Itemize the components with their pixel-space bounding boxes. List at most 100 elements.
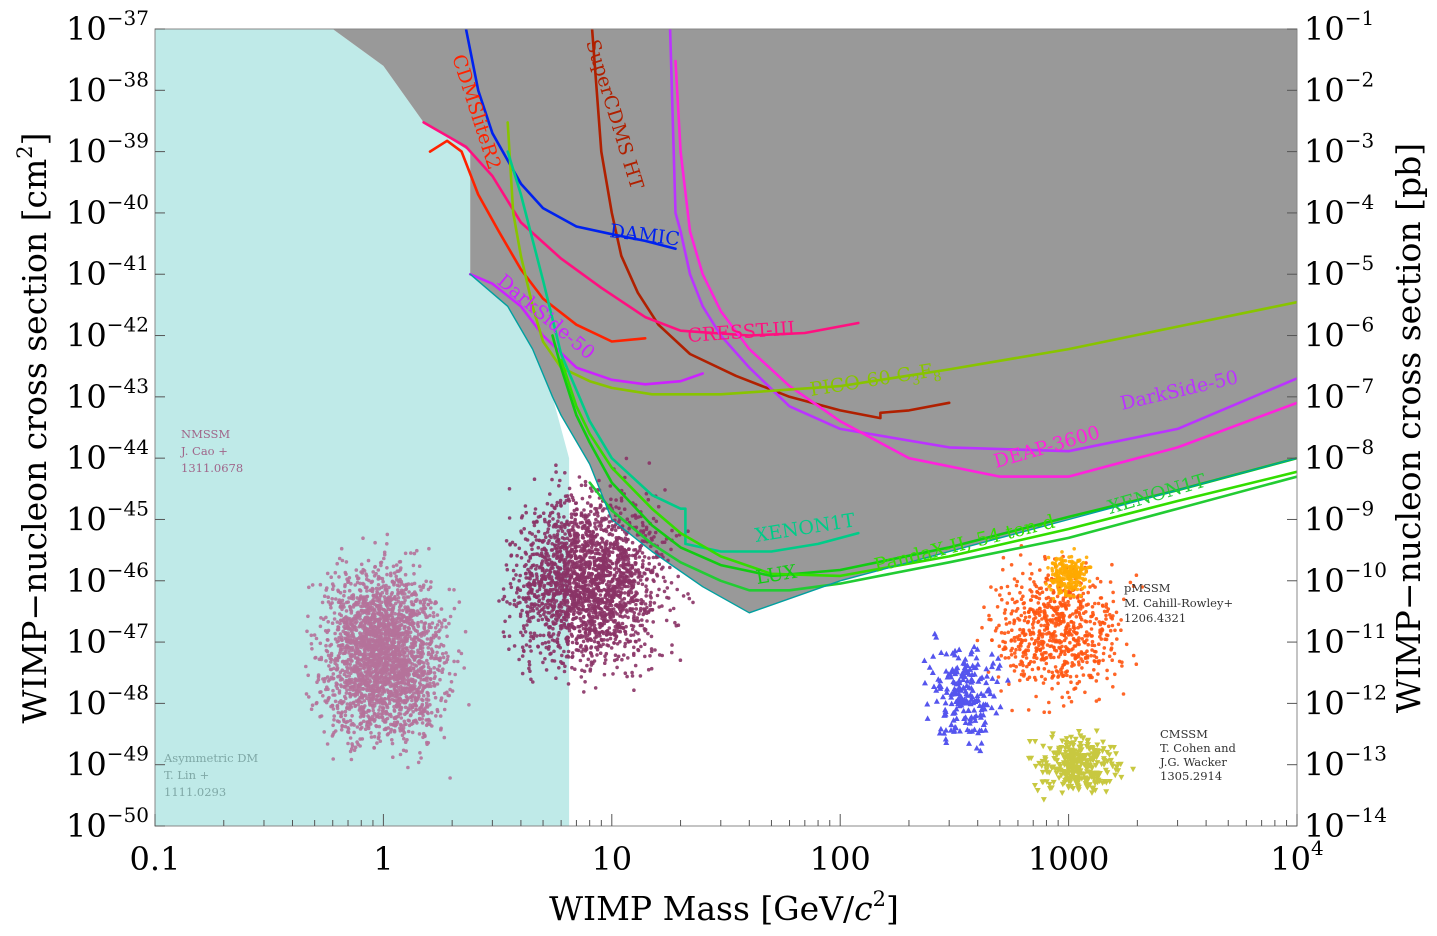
point-nmssm-heavy bbox=[504, 563, 509, 567]
point-nmssm-heavy bbox=[526, 567, 530, 572]
point-nmssm-light bbox=[383, 658, 388, 662]
point-nmssm-heavy bbox=[630, 627, 635, 632]
point-nmssm-heavy bbox=[547, 539, 551, 543]
point-nmssm-heavy bbox=[606, 619, 610, 623]
point-nmssm-light bbox=[349, 757, 354, 762]
point-nmssm-light bbox=[404, 722, 408, 726]
point-pmssm bbox=[1065, 690, 1070, 695]
point-nmssm-heavy bbox=[549, 535, 553, 540]
point-nmssm-light bbox=[392, 708, 397, 712]
point-nmssm-heavy bbox=[517, 595, 521, 599]
point-nmssm-heavy bbox=[669, 547, 673, 552]
point-nmssm-light bbox=[360, 604, 365, 609]
point-nmssm-light bbox=[340, 701, 344, 706]
point-nmssm-light bbox=[315, 680, 319, 684]
point-nmssm-heavy bbox=[525, 610, 529, 614]
point-nmssm-heavy bbox=[562, 649, 566, 654]
point-nmssm-heavy bbox=[609, 497, 613, 502]
point-nmssm-heavy bbox=[568, 532, 572, 536]
point-nmssm-light bbox=[377, 708, 381, 712]
point-nmssm-heavy bbox=[607, 553, 612, 557]
point-nmssm-heavy bbox=[528, 619, 532, 624]
point-nmssm-light bbox=[403, 664, 407, 668]
point-nmssm-light bbox=[380, 709, 385, 713]
point-nmssm-light bbox=[375, 591, 380, 595]
point-nmssm-light bbox=[425, 710, 430, 714]
point-nmssm-heavy bbox=[628, 639, 633, 644]
point-nmssm-light bbox=[366, 657, 371, 661]
point-nmssm-light bbox=[403, 605, 407, 609]
point-nmssm-light bbox=[425, 690, 430, 695]
point-nmssm-heavy bbox=[652, 601, 657, 605]
point-pmssm bbox=[1044, 650, 1048, 655]
point-nmssm-light bbox=[377, 734, 381, 739]
point-nmssm-heavy bbox=[536, 644, 540, 649]
point-nmssm-light bbox=[397, 671, 401, 675]
point-nmssm-heavy bbox=[598, 581, 602, 585]
point-nmssm-heavy bbox=[530, 543, 534, 547]
point-pmssm bbox=[1030, 637, 1034, 641]
point-nmssm-light bbox=[356, 678, 361, 683]
point-nmssm-light bbox=[321, 694, 325, 698]
point-nmssm-light bbox=[365, 688, 369, 693]
point-nmssm-light bbox=[429, 580, 433, 584]
point-nmssm-heavy bbox=[503, 619, 507, 624]
scatter-layer bbox=[304, 456, 1145, 803]
point-nmssm-light bbox=[392, 729, 397, 734]
point-nmssm-heavy bbox=[522, 584, 526, 588]
point-nmssm-light bbox=[348, 691, 352, 696]
point-nmssm-heavy bbox=[649, 634, 654, 639]
point-nmssm-heavy bbox=[638, 674, 643, 678]
point-nmssm-heavy bbox=[527, 663, 532, 667]
point-nmssm-light bbox=[425, 676, 430, 680]
point-nmssm-heavy bbox=[546, 605, 550, 610]
point-nmssm-heavy bbox=[569, 632, 574, 637]
point-nmssm-heavy bbox=[638, 578, 643, 582]
point-nmssm-heavy bbox=[525, 604, 530, 609]
point-nmssm-light bbox=[384, 710, 388, 714]
point-nmssm-heavy bbox=[610, 524, 615, 528]
point-pmssm bbox=[1116, 622, 1121, 627]
point-nmssm-light bbox=[438, 677, 442, 682]
point-nmssm-light bbox=[374, 633, 378, 637]
point-nmssm-heavy bbox=[532, 523, 537, 528]
point-nmssm-heavy bbox=[609, 646, 614, 650]
point-nmssm-heavy bbox=[589, 534, 593, 538]
point-nmssm-light bbox=[345, 577, 349, 581]
point-nmssm-heavy bbox=[615, 578, 619, 582]
point-nmssm-light bbox=[387, 695, 391, 700]
point-nmssm-heavy bbox=[631, 582, 636, 587]
point-nmssm-light bbox=[353, 694, 358, 698]
point-nmssm-light bbox=[413, 628, 418, 633]
point-nmssm-heavy bbox=[581, 639, 586, 644]
point-nmssm-heavy bbox=[550, 638, 555, 642]
point-nmssm-heavy bbox=[545, 617, 549, 622]
point-nmssm-heavy bbox=[622, 596, 627, 601]
point-nmssm-heavy bbox=[652, 535, 656, 539]
point-nmssm-light bbox=[339, 699, 343, 703]
point-nmssm-heavy bbox=[555, 565, 560, 569]
point-nmssm-light bbox=[452, 588, 456, 592]
point-nmssm-light bbox=[385, 732, 390, 737]
point-nmssm-light bbox=[362, 666, 367, 671]
point-nmssm-heavy bbox=[585, 633, 590, 638]
point-nmssm-light bbox=[382, 556, 386, 561]
point-nmssm-heavy bbox=[530, 532, 534, 536]
point-nmssm-light bbox=[347, 626, 352, 631]
point-nmssm-heavy bbox=[580, 546, 584, 551]
point-nmssm-light bbox=[422, 664, 426, 669]
point-nmssm-light bbox=[375, 714, 380, 719]
point-nmssm-light bbox=[412, 551, 417, 556]
point-nmssm-light bbox=[401, 595, 406, 600]
point-nmssm-heavy bbox=[686, 592, 690, 596]
point-nmssm-heavy bbox=[659, 552, 664, 557]
point-nmssm-heavy bbox=[629, 574, 634, 578]
point-nmssm-light bbox=[398, 627, 402, 631]
point-nmssm-light bbox=[365, 696, 369, 700]
point-nmssm-heavy bbox=[593, 534, 598, 539]
point-nmssm-heavy bbox=[603, 658, 608, 662]
point-nmssm-heavy bbox=[530, 573, 535, 578]
point-nmssm-light bbox=[382, 622, 387, 626]
point-nmssm-light bbox=[427, 598, 432, 602]
point-nmssm-light bbox=[429, 606, 433, 610]
